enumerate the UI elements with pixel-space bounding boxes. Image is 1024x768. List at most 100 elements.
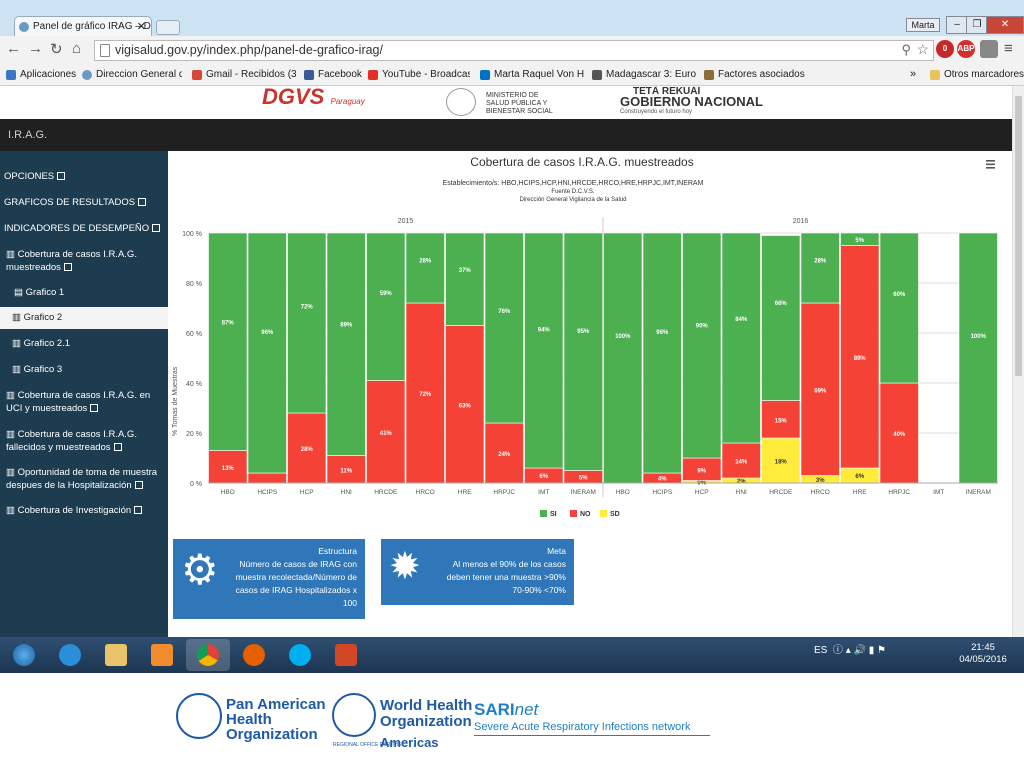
data-label-no: 5% — [579, 475, 588, 481]
page-topbar: I.R.A.G. — [0, 119, 1012, 151]
minimize-icon[interactable]: – — [946, 16, 968, 34]
bookmark-gmail[interactable]: Gmail - Recibidos (3.2 — [192, 69, 296, 80]
data-label-sd: 18% — [775, 460, 788, 466]
sidebar-graficos[interactable]: GRAFICOS DE RESULTADOS — [4, 197, 147, 208]
home-icon[interactable]: ⌂ — [72, 40, 82, 57]
user-profile-button[interactable]: Marta — [906, 18, 940, 32]
x-tick-label: HNI — [341, 489, 352, 496]
flag-icon[interactable]: ⚑ — [877, 645, 886, 656]
sidebar-indicadores[interactable]: INDICADORES DE DESEMPEÑO — [4, 223, 161, 234]
browser-tab[interactable]: Panel de gráfico IRAG – D ✕ — [14, 16, 152, 37]
facebook-icon — [304, 70, 314, 80]
data-label-no: 15% — [775, 418, 788, 424]
bookmark-outlook[interactable]: Marta Raquel Von Ho — [480, 69, 584, 80]
sidebar-investigacion[interactable]: ▥ Cobertura de Investigación — [6, 505, 143, 516]
bar-no-2015-hrco — [405, 302, 445, 484]
bookmark-facebook[interactable]: Facebook — [304, 69, 364, 80]
sidebar-cobertura-muestreados[interactable]: ▥ Cobertura de casos I.R.A.G. muestreado… — [6, 249, 137, 273]
language-indicator[interactable]: ES — [814, 645, 828, 656]
taskbar-firefox[interactable] — [232, 639, 276, 671]
data-label-no: 14% — [735, 460, 748, 466]
new-tab-button[interactable] — [156, 20, 180, 35]
government-seal-icon — [446, 88, 476, 116]
taskbar-media[interactable] — [140, 639, 184, 671]
network-icon[interactable]: ▮ — [868, 645, 875, 656]
taskbar-powerpoint[interactable] — [324, 639, 368, 671]
data-label-no: 63% — [459, 403, 472, 409]
chart-menu-icon[interactable] — [986, 160, 995, 169]
data-label-no: 24% — [498, 452, 511, 458]
bookmark-madagascar[interactable]: Madagascar 3: Europ — [592, 69, 696, 80]
tray-expand-icon[interactable]: ▴ — [845, 645, 851, 656]
more-bookmarks-icon[interactable]: » — [910, 68, 917, 80]
bookmark-direccion[interactable]: Direccion General de — [82, 69, 182, 80]
who-logo-text: World Health Organization — [380, 697, 473, 730]
powerpoint-icon — [335, 644, 357, 666]
bookmark-youtube[interactable]: YouTube - Broadcast — [368, 69, 470, 80]
zoom-search-icon[interactable]: ⚲ — [901, 42, 911, 57]
gmail-icon — [192, 70, 202, 80]
start-button[interactable] — [2, 639, 46, 671]
meta-card: ✹ Meta Al menos el 90% de los casos debe… — [381, 539, 574, 605]
window-close-icon[interactable]: ✕ — [986, 16, 1024, 34]
adblock-plus-icon[interactable]: ABP — [957, 40, 975, 58]
ie-icon — [59, 644, 81, 666]
gears-icon: ⚙ — [181, 546, 219, 593]
menu-icon[interactable]: ≡ — [1004, 40, 1013, 57]
bar-si-2016-hbo — [603, 232, 643, 484]
bookmark-factores[interactable]: Factores asociados a l — [704, 69, 808, 80]
extension-gray-icon[interactable] — [980, 40, 998, 58]
bookmark-apps[interactable]: Aplicaciones — [6, 69, 76, 80]
taskbar-explorer[interactable] — [94, 639, 138, 671]
sidebar-cobertura-fallecidos[interactable]: ▥ Cobertura de casos I.R.A.G. fallecidos… — [6, 429, 137, 453]
close-tab-icon[interactable]: ✕ — [136, 21, 146, 33]
bar-no-2015-hcips — [247, 472, 287, 484]
data-label-si: 60% — [893, 292, 906, 298]
data-label-si: 90% — [696, 324, 709, 330]
taskbar-chrome[interactable] — [186, 639, 230, 671]
address-bar[interactable]: vigisalud.gov.py/index.php/panel-de-graf… — [94, 40, 934, 61]
sidebar-opciones[interactable]: OPCIONES — [4, 171, 66, 182]
volume-icon[interactable]: 🔊 — [853, 645, 866, 656]
bookmark-star-icon[interactable]: ☆ — [916, 41, 929, 57]
sidebar-cobertura-uci[interactable]: ▥ Cobertura de casos I.R.A.G. en UCI y m… — [6, 390, 151, 414]
page-scrollbar[interactable] — [1012, 86, 1024, 637]
bar-si-2016-hcp — [682, 232, 722, 459]
info-icon[interactable]: ⓘ — [832, 645, 843, 656]
data-label-si: 76% — [498, 309, 511, 315]
dgvs-logo: DGVS Paraguay — [262, 86, 365, 109]
back-icon[interactable]: ← — [6, 40, 21, 57]
outlook-icon — [480, 70, 490, 80]
extension-red-icon[interactable]: 0 — [936, 40, 954, 58]
other-bookmarks[interactable]: Otros marcadores — [930, 69, 1024, 80]
chart-icon: ▥ — [6, 390, 18, 401]
sidebar-grafico-2[interactable]: ▥ Grafico 2 — [0, 307, 168, 329]
sidebar-oportunidad[interactable]: ▥ Oportunidad de toma de muestra despues… — [6, 467, 158, 491]
maximize-icon[interactable]: ❐ — [966, 16, 988, 34]
sidebar-grafico-3[interactable]: ▥ Grafico 3 — [12, 364, 63, 375]
taskbar-ie[interactable] — [48, 639, 92, 671]
windows-start-icon — [13, 644, 35, 666]
x-tick-label: HRCO — [811, 489, 830, 496]
who-emblem-icon — [332, 693, 376, 737]
sidebar-grafico-1[interactable]: ▤ Grafico 1 — [14, 287, 65, 298]
bar-si-2015-hni — [326, 232, 366, 456]
expand-icon — [113, 443, 122, 451]
taskbar-skype[interactable] — [278, 639, 322, 671]
x-tick-label: HCIPS — [257, 489, 278, 496]
plot-area: 0 % 20 % 40 % 60 % 80 % 100 % 2015 13% 87% HBO 96%… — [182, 217, 998, 518]
bar-no-2015-hre — [445, 325, 485, 484]
sidebar-grafico-2-1[interactable]: ▥ Grafico 2.1 — [12, 338, 71, 349]
url-text: vigisalud.gov.py/index.php/panel-de-graf… — [115, 43, 383, 57]
chart-subtitle-1: Establecimiento/s: HBO,HCIPS,HCP,HNI,HRC… — [443, 180, 704, 187]
bar-no-2015-hni — [326, 455, 366, 484]
data-label-no: 40% — [893, 432, 906, 438]
reload-icon[interactable]: ↻ — [50, 41, 63, 58]
scrollbar-thumb[interactable] — [1015, 96, 1022, 376]
site-header-logos: DGVS Paraguay MINISTERIO DE SALUD PÚBLIC… — [0, 86, 1012, 119]
x-tick-label: INERAM — [571, 489, 596, 496]
taskbar-clock[interactable]: 21:45 04/05/2016 — [959, 642, 1007, 665]
forward-icon[interactable]: → — [28, 40, 43, 57]
apps-grid-icon — [6, 70, 16, 80]
